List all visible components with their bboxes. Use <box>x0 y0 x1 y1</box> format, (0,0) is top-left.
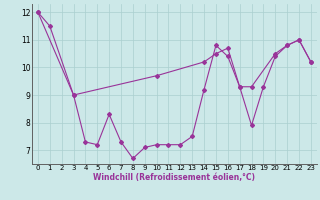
X-axis label: Windchill (Refroidissement éolien,°C): Windchill (Refroidissement éolien,°C) <box>93 173 255 182</box>
